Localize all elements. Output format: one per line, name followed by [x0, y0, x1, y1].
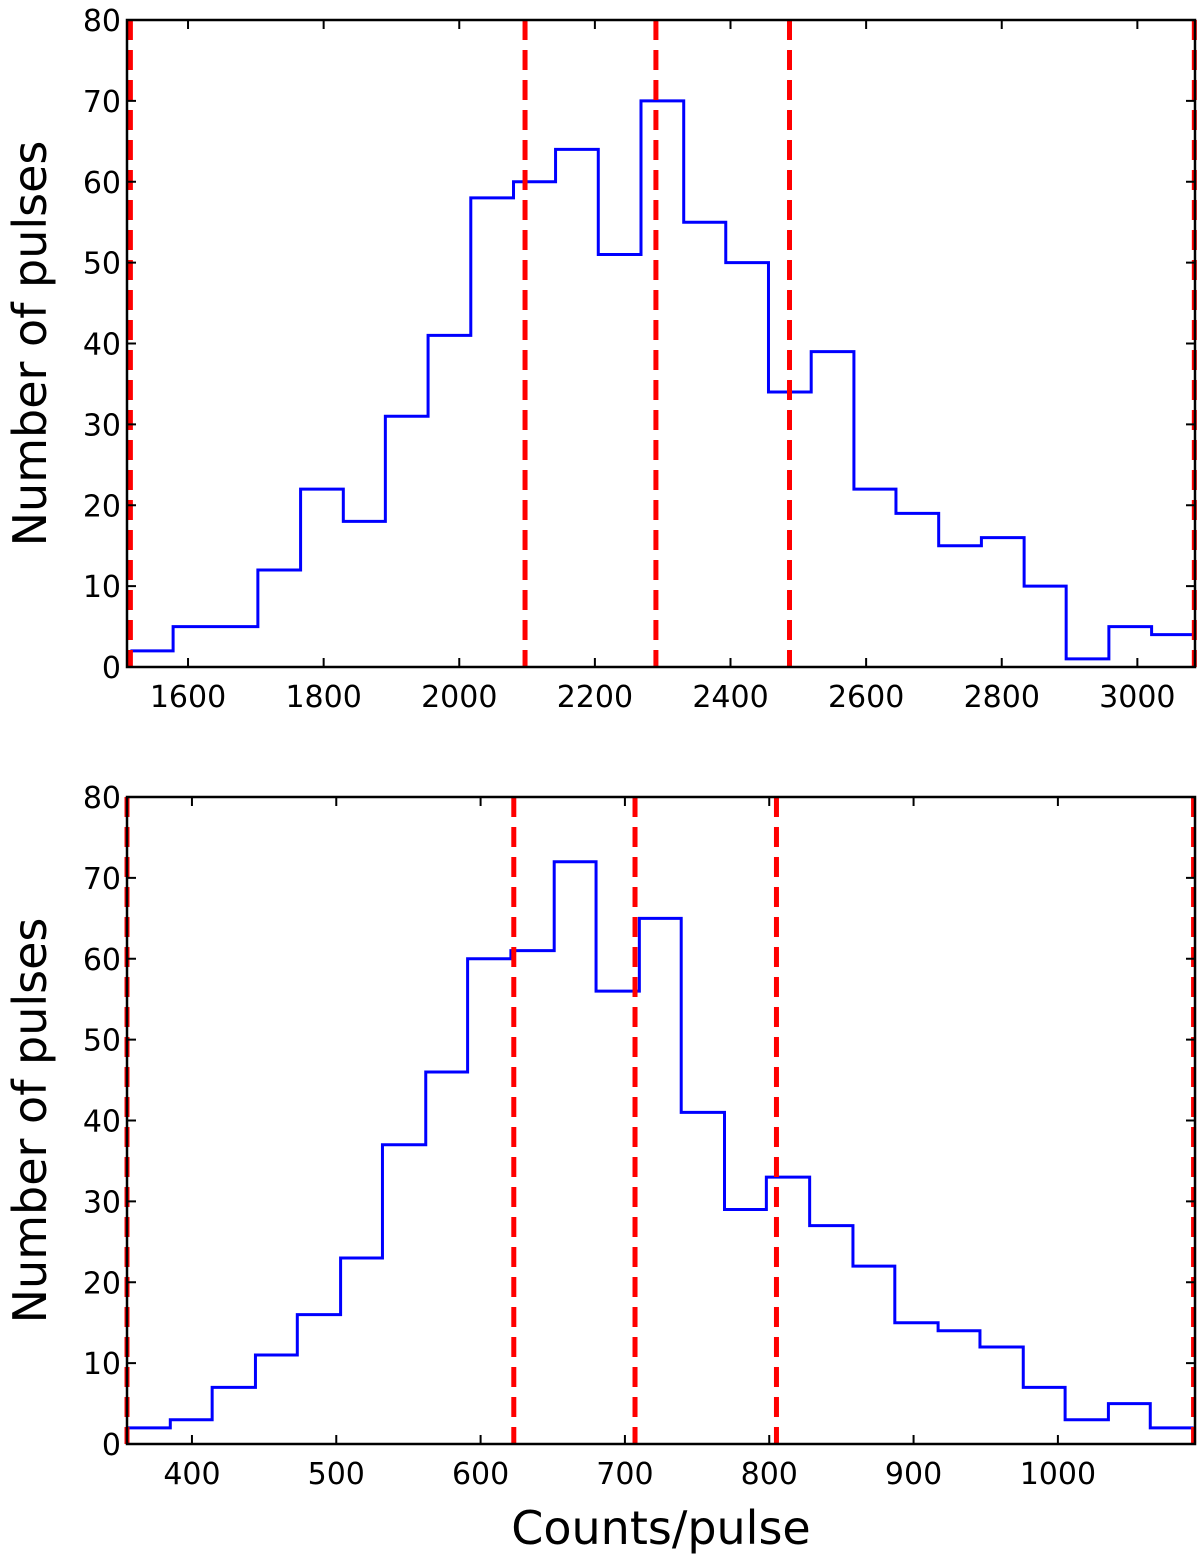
x-tick-label: 700	[596, 1457, 653, 1492]
y-tick-label: 50	[83, 247, 121, 282]
y-axis-label: Number of pulses	[3, 918, 57, 1324]
y-tick-label: 30	[83, 1185, 121, 1220]
y-tick-label: 10	[83, 570, 121, 605]
y-tick-label: 50	[83, 1024, 121, 1059]
y-tick-label: 70	[83, 862, 121, 897]
x-tick-label: 1000	[1020, 1457, 1096, 1492]
x-tick-label: 2800	[964, 680, 1040, 715]
x-tick-label: 3000	[1099, 680, 1175, 715]
y-tick-label: 60	[83, 166, 121, 201]
x-tick-label: 1600	[150, 680, 226, 715]
bottom-histogram-panel: 400 500 600 700 800 900 1000 0 10 20 30 40 50 60 70 80 N…	[3, 781, 1197, 1555]
y-axis-label: Number of pulses	[3, 141, 57, 547]
y-tick-label: 80	[83, 781, 121, 816]
y-tick-label: 0	[102, 1428, 121, 1463]
axes-frame	[125, 795, 1197, 1446]
y-tick-label: 80	[83, 4, 121, 39]
y-tick-label: 40	[83, 328, 121, 363]
x-tick-label: 400	[163, 1457, 220, 1492]
y-tick-label: 70	[83, 85, 121, 120]
histogram-outline	[127, 860, 1194, 1430]
y-tick-label: 30	[83, 408, 121, 443]
y-tick-label: 20	[83, 1266, 121, 1301]
y-tick-label: 40	[83, 1105, 121, 1140]
y-tick-label: 20	[83, 489, 121, 524]
x-tick-label: 800	[741, 1457, 798, 1492]
x-tick-label: 900	[885, 1457, 942, 1492]
top-histogram-panel: 1600 1800 2000 2200 2400 2600 2800 3000 0 10 20 30 4…	[3, 4, 1197, 715]
x-tick-label: 2400	[692, 680, 768, 715]
histogram-outline	[130, 99, 1195, 661]
x-tick-label: 2000	[421, 680, 497, 715]
x-tick-label: 600	[452, 1457, 509, 1492]
y-tick-label: 60	[83, 943, 121, 978]
x-tick-label: 2600	[828, 680, 904, 715]
x-tick-label: 2200	[557, 680, 633, 715]
y-tick-label: 10	[83, 1347, 121, 1382]
y-tick-label: 0	[102, 651, 121, 686]
x-tick-label: 1800	[285, 680, 361, 715]
x-axis-label: Counts/pulse	[511, 1501, 810, 1555]
x-tick-label: 500	[308, 1457, 365, 1492]
